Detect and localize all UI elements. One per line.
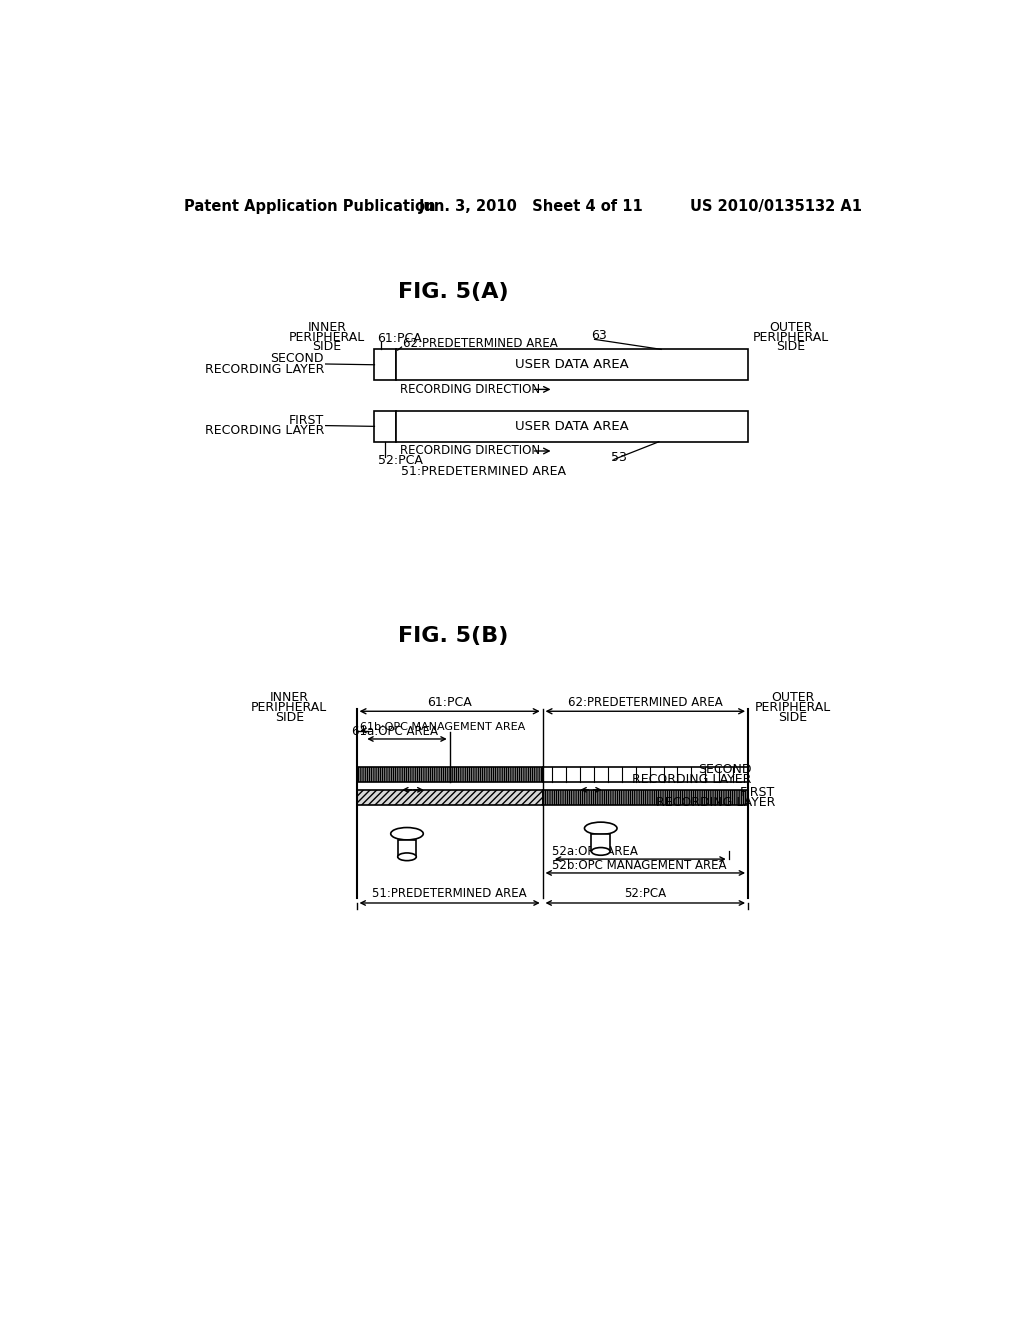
Text: 52b:OPC MANAGEMENT AREA: 52b:OPC MANAGEMENT AREA [552, 859, 726, 871]
Text: 61:PCA: 61:PCA [378, 333, 422, 345]
Text: OUTER: OUTER [771, 690, 815, 704]
Text: INNER: INNER [307, 321, 347, 334]
Text: Patent Application Publication: Patent Application Publication [183, 198, 435, 214]
Text: 52:PCA: 52:PCA [625, 887, 667, 900]
Text: RECORDING LAYER: RECORDING LAYER [655, 796, 775, 809]
Text: USER DATA AREA: USER DATA AREA [515, 420, 629, 433]
Ellipse shape [592, 847, 610, 855]
Bar [396, 411, 748, 442]
Text: FIRST: FIRST [289, 413, 324, 426]
Text: 61a:OPC AREA: 61a:OPC AREA [352, 725, 438, 738]
Text: PERIPHERAL: PERIPHERAL [755, 701, 831, 714]
Text: PERIPHERAL: PERIPHERAL [753, 330, 828, 343]
Text: PERIPHERAL: PERIPHERAL [289, 330, 366, 343]
Bar [397, 840, 417, 857]
Bar [375, 350, 396, 380]
Text: SIDE: SIDE [274, 711, 304, 723]
Text: RECORDING LAYER: RECORDING LAYER [633, 772, 752, 785]
Text: 62:PREDETERMINED AREA: 62:PREDETERMINED AREA [568, 696, 723, 709]
Bar [396, 350, 748, 380]
Text: 52a:OPC AREA: 52a:OPC AREA [552, 845, 638, 858]
Text: RECORDING DIRECTION: RECORDING DIRECTION [400, 445, 540, 458]
Text: RECORDING DIRECTION: RECORDING DIRECTION [400, 383, 540, 396]
Text: SECOND: SECOND [698, 763, 752, 776]
Text: Jun. 3, 2010   Sheet 4 of 11: Jun. 3, 2010 Sheet 4 of 11 [419, 198, 643, 214]
Text: INNER: INNER [269, 690, 308, 704]
Bar [356, 789, 543, 805]
Text: OUTER: OUTER [769, 321, 812, 334]
Text: SIDE: SIDE [776, 339, 805, 352]
Text: RECORDING LAYER: RECORDING LAYER [205, 425, 324, 437]
Text: 51:PREDETERMINED AREA: 51:PREDETERMINED AREA [400, 465, 566, 478]
Text: SIDE: SIDE [778, 711, 808, 723]
Text: 51:PREDETERMINED AREA: 51:PREDETERMINED AREA [373, 887, 527, 900]
Text: SECOND: SECOND [270, 352, 324, 366]
Text: US 2010/0135132 A1: US 2010/0135132 A1 [690, 198, 862, 214]
Text: RECORDING LAYER: RECORDING LAYER [205, 363, 324, 376]
Bar [356, 767, 543, 781]
Text: USER DATA AREA: USER DATA AREA [515, 358, 629, 371]
Text: 52:PCA: 52:PCA [378, 454, 423, 467]
Bar [592, 834, 610, 851]
Text: 61:PCA: 61:PCA [427, 696, 472, 709]
Bar [543, 767, 748, 781]
Text: 53: 53 [611, 450, 627, 463]
Text: FIG. 5(A): FIG. 5(A) [398, 281, 509, 301]
Text: 62:PREDETERMINED AREA: 62:PREDETERMINED AREA [403, 337, 558, 350]
Bar [375, 411, 396, 442]
Ellipse shape [397, 853, 417, 861]
Text: SIDE: SIDE [312, 339, 342, 352]
Text: PERIPHERAL: PERIPHERAL [251, 701, 328, 714]
Text: FIRST: FIRST [740, 787, 775, 800]
Ellipse shape [391, 828, 423, 840]
Text: 61b:OPC MANAGEMENT AREA: 61b:OPC MANAGEMENT AREA [360, 722, 525, 731]
Bar [543, 789, 748, 805]
Text: FIG. 5(B): FIG. 5(B) [398, 626, 509, 645]
Text: 63: 63 [592, 329, 607, 342]
Ellipse shape [585, 822, 617, 834]
